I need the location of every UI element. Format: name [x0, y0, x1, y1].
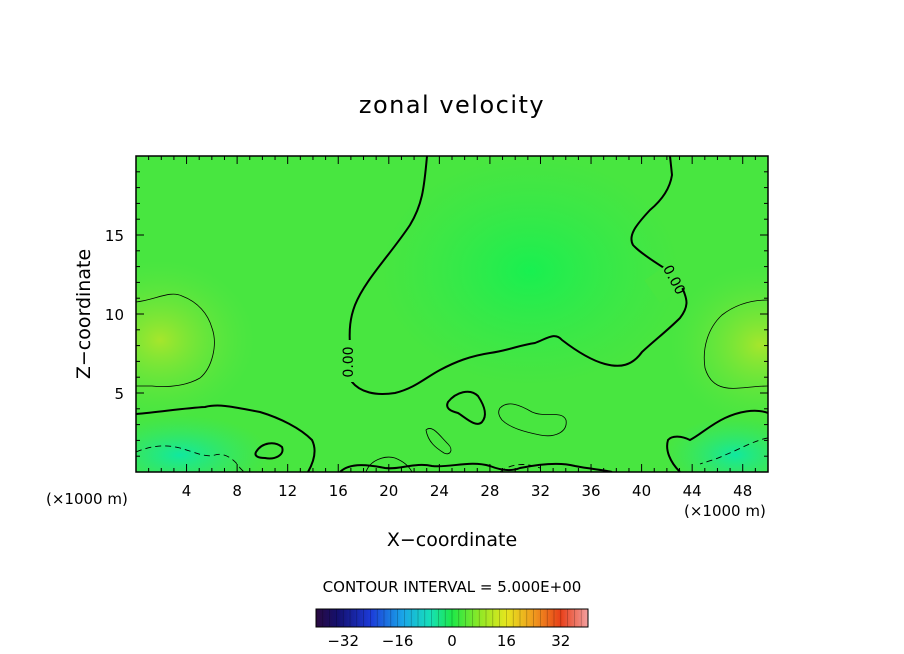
colorbar-tick-label-0: −32	[327, 632, 359, 650]
colorbar-tick-label-4: 32	[551, 632, 570, 650]
x-tick-label-8: 36	[581, 482, 600, 500]
contour-zero-lower-left	[136, 404, 316, 472]
contour-zero-main	[348, 156, 688, 395]
contour-pos-left	[136, 293, 215, 387]
contour-pos-center	[498, 403, 567, 437]
x-tick-labels: 4 8 12 16 20 24 28 32 36 40 44 48	[182, 482, 752, 500]
colorbar-tick-label-3: 16	[497, 632, 516, 650]
x-tick-label-5: 24	[430, 482, 449, 500]
colorbar	[315, 608, 589, 628]
y-tick-label-1: 10	[105, 306, 124, 324]
contour-zero-island-b	[254, 442, 284, 460]
heatmap-field	[136, 156, 768, 472]
x-tick-label-2: 12	[278, 482, 297, 500]
contour-neg-left	[136, 445, 245, 472]
contour-zero-island-a	[446, 390, 486, 425]
contour-pos-small	[425, 428, 452, 455]
chart-title: zonal velocity	[359, 91, 545, 119]
y-axis-label: Z−coordinate	[73, 249, 95, 379]
colorbar-tick-labels: −32 −16 0 16 32	[327, 632, 570, 650]
x-tick-label-9: 40	[632, 482, 651, 500]
y-tick-label-2: 15	[105, 227, 124, 245]
contour-interval-text: CONTOUR INTERVAL = 5.000E+00	[323, 578, 582, 596]
contour-zero-lower-right	[666, 409, 768, 472]
x-tick-label-10: 44	[683, 482, 702, 500]
x-tick-label-4: 20	[379, 482, 398, 500]
x-unit-label: (×1000 m)	[46, 490, 128, 508]
x-tick-label-3: 16	[329, 482, 348, 500]
colorbar-tick-label-1: −16	[382, 632, 414, 650]
contour-pos-bottom	[365, 456, 413, 472]
x-tick-label-11: 48	[733, 482, 752, 500]
x-tick-label-1: 8	[232, 482, 242, 500]
x-unit-label-right: (×1000 m)	[684, 502, 766, 520]
colorbar-tick-label-2: 0	[447, 632, 457, 650]
y-tick-label-0: 5	[114, 385, 124, 403]
contour-lines	[136, 156, 768, 472]
x-tick-label-6: 28	[480, 482, 499, 500]
x-tick-label-7: 32	[531, 482, 550, 500]
contour-neg-right	[699, 437, 768, 465]
plot-frame	[135, 155, 769, 473]
contour-label-zero-1: 0.00	[341, 346, 357, 377]
y-tick-labels: 5 10 15	[105, 227, 124, 403]
contour-pos-right	[703, 299, 768, 389]
x-tick-label-0: 4	[182, 482, 192, 500]
x-axis-label: X−coordinate	[387, 529, 517, 551]
